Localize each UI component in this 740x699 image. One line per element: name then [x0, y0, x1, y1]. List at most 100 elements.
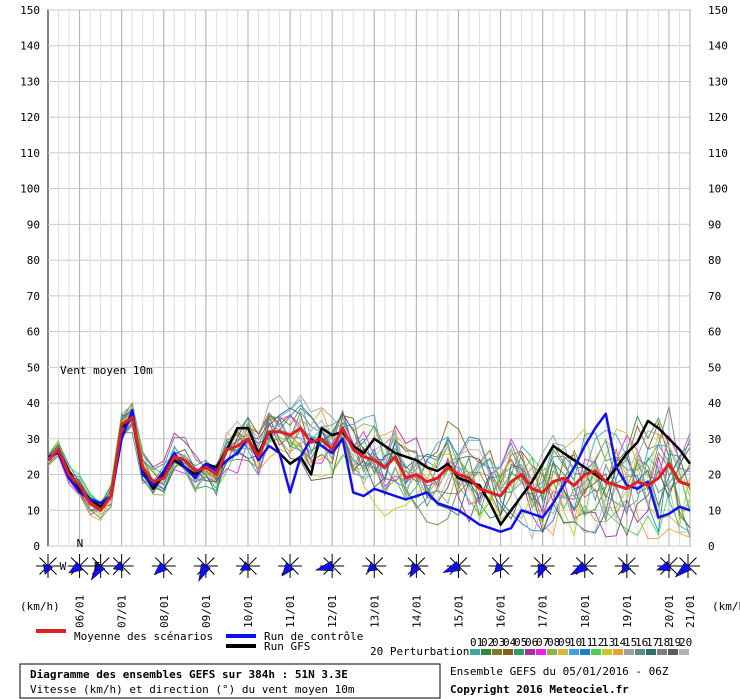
y-axis-left: 0 10 20 30 40 50 60 70 80 90 100 110 120 130 140 150 [20, 4, 40, 553]
x-tick-label: 17/01 [537, 595, 550, 628]
wind-rose-spoke [373, 557, 384, 567]
wind-direction-arrow [90, 562, 106, 581]
wind-direction-arrow [112, 560, 124, 571]
perturb-legend-number: 18 [657, 636, 670, 649]
perturb-legend-number: 17 [646, 636, 659, 649]
perturb-legend-number: 02 [481, 636, 494, 649]
perturb-legend-swatch [492, 649, 502, 655]
perturb-legend-number: 13 [602, 636, 615, 649]
wind-rose-spoke [331, 565, 342, 575]
wind-rose [67, 554, 92, 578]
wind-direction-arrow [409, 562, 422, 578]
wind-rose [530, 554, 555, 579]
x-tick-label: 20/01 [663, 595, 676, 628]
y-tick-label-left: 70 [27, 290, 40, 303]
footer-subtitle: Vitesse (km/h) et direction (°) du vent … [30, 683, 355, 696]
y-tick-label-left: 150 [20, 4, 40, 17]
wind-rose [151, 554, 176, 578]
control-series-line [47, 408, 691, 533]
y-tick-label-left: 130 [20, 75, 40, 88]
y-tick-label-right: 150 [708, 4, 728, 17]
perturb-legend-swatch [547, 649, 557, 655]
wind-direction-arrow [314, 560, 334, 572]
x-tick-label: 11/01 [284, 595, 297, 628]
perturb-legend-number: 16 [635, 636, 648, 649]
wind-direction-arrow [43, 563, 54, 575]
wind-rose [674, 554, 700, 578]
wind-rose-spoke [247, 557, 257, 567]
wind-rose-spoke [331, 557, 342, 567]
legend-perturb-label: 20 Perturbations [370, 645, 476, 658]
wind-rose-spoke [500, 557, 510, 567]
wind-direction-arrow [239, 561, 251, 571]
y-unit-left: (km/h) [20, 600, 60, 613]
wind-direction-arrow [198, 563, 211, 583]
wind-rose-spoke [584, 557, 594, 567]
grid [47, 9, 691, 547]
wind-rose [441, 554, 471, 578]
wind-rose [614, 554, 639, 578]
wind-direction-arrow [674, 561, 692, 578]
wind-direction-arrow [281, 562, 295, 577]
y-tick-label-right: 20 [708, 469, 721, 482]
perturbation-line [47, 406, 691, 522]
plot-label: Vent moyen 10m [60, 364, 153, 377]
perturbation-lines [47, 394, 691, 541]
wind-direction-arrow [537, 563, 548, 579]
wind-rose-spoke [100, 557, 110, 567]
x-tick-label: 19/01 [621, 595, 634, 628]
wind-direction-arrow [569, 561, 588, 576]
perturb-legend-number: 09 [558, 636, 571, 649]
x-tick-label: 18/01 [579, 595, 592, 628]
wind-rose-spoke [39, 557, 49, 567]
perturb-legend-swatch [525, 649, 535, 655]
perturb-legend-swatch [613, 649, 623, 655]
perturbation-line [47, 415, 691, 537]
wind-rose [569, 554, 597, 578]
x-tick-label: 12/01 [326, 595, 339, 628]
wind-direction-arrow [153, 561, 168, 576]
compass-north-label: N [77, 537, 84, 550]
wind-rose-spoke [79, 565, 89, 575]
perturb-legend-swatch [646, 649, 656, 655]
wind-rose [314, 554, 345, 578]
wind-rose [235, 554, 260, 578]
y-tick-label-right: 0 [708, 540, 715, 553]
perturbation-line [47, 414, 691, 538]
wind-rose [488, 554, 513, 578]
y-tick-label-left: 100 [20, 183, 40, 196]
wind-rose-spoke [407, 557, 417, 567]
wind-rose-spoke [121, 557, 131, 567]
y-tick-label-left: 120 [20, 111, 40, 124]
y-tick-label-right: 110 [708, 147, 728, 160]
wind-direction-arrow [493, 561, 505, 573]
perturb-legend-number: 20 [679, 636, 692, 649]
y-tick-label-left: 50 [27, 361, 40, 374]
perturb-legend-number: 10 [569, 636, 582, 649]
wind-direction-arrow [441, 560, 461, 573]
wind-rose-spoke [584, 565, 594, 575]
wind-direction-arrow [366, 561, 378, 572]
perturbation-line [47, 407, 691, 529]
wind-direction-arrow [68, 561, 83, 574]
perturb-legend-swatch [668, 649, 678, 655]
x-tick-label: 15/01 [452, 595, 465, 628]
y-tick-label-right: 30 [708, 433, 721, 446]
wind-rose-spoke [458, 557, 468, 567]
wind-rose-spoke [289, 557, 299, 567]
perturb-legend-number: 08 [547, 636, 560, 649]
y-unit-right: (km/h) [712, 600, 740, 613]
perturb-legend-swatch [580, 649, 590, 655]
wind-direction-row: NW E [36, 537, 700, 583]
y-tick-label-left: 0 [33, 540, 40, 553]
y-tick-label-right: 70 [708, 290, 721, 303]
x-tick-label: 16/01 [495, 595, 508, 628]
x-tick-label: 10/01 [242, 595, 255, 628]
perturb-legend-number: 07 [536, 636, 549, 649]
wind-rose-spoke [163, 557, 173, 567]
wind-rose-spoke [205, 557, 215, 567]
footer-title: Diagramme des ensembles GEFS sur 384h : … [30, 668, 348, 681]
perturb-legend-number: 15 [624, 636, 637, 649]
